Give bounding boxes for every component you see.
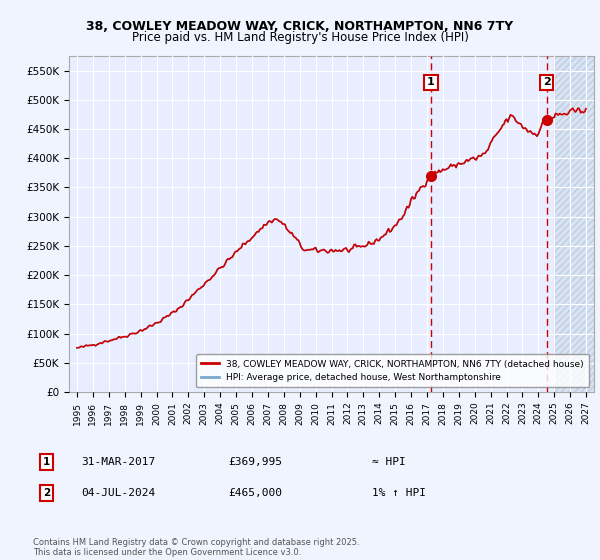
Text: £465,000: £465,000 — [228, 488, 282, 498]
Text: £369,995: £369,995 — [228, 457, 282, 467]
Text: 1: 1 — [427, 77, 435, 87]
Text: 1% ↑ HPI: 1% ↑ HPI — [372, 488, 426, 498]
Legend: 38, COWLEY MEADOW WAY, CRICK, NORTHAMPTON, NN6 7TY (detached house), HPI: Averag: 38, COWLEY MEADOW WAY, CRICK, NORTHAMPTO… — [196, 354, 589, 388]
Text: Contains HM Land Registry data © Crown copyright and database right 2025.
This d: Contains HM Land Registry data © Crown c… — [33, 538, 359, 557]
Text: 31-MAR-2017: 31-MAR-2017 — [81, 457, 155, 467]
Text: 2: 2 — [543, 77, 550, 87]
Text: 1: 1 — [43, 457, 50, 467]
Text: 2: 2 — [43, 488, 50, 498]
Bar — [554, 56, 600, 392]
Text: Price paid vs. HM Land Registry's House Price Index (HPI): Price paid vs. HM Land Registry's House … — [131, 31, 469, 44]
Text: 04-JUL-2024: 04-JUL-2024 — [81, 488, 155, 498]
Text: 38, COWLEY MEADOW WAY, CRICK, NORTHAMPTON, NN6 7TY: 38, COWLEY MEADOW WAY, CRICK, NORTHAMPTO… — [86, 20, 514, 32]
Text: ≈ HPI: ≈ HPI — [372, 457, 406, 467]
